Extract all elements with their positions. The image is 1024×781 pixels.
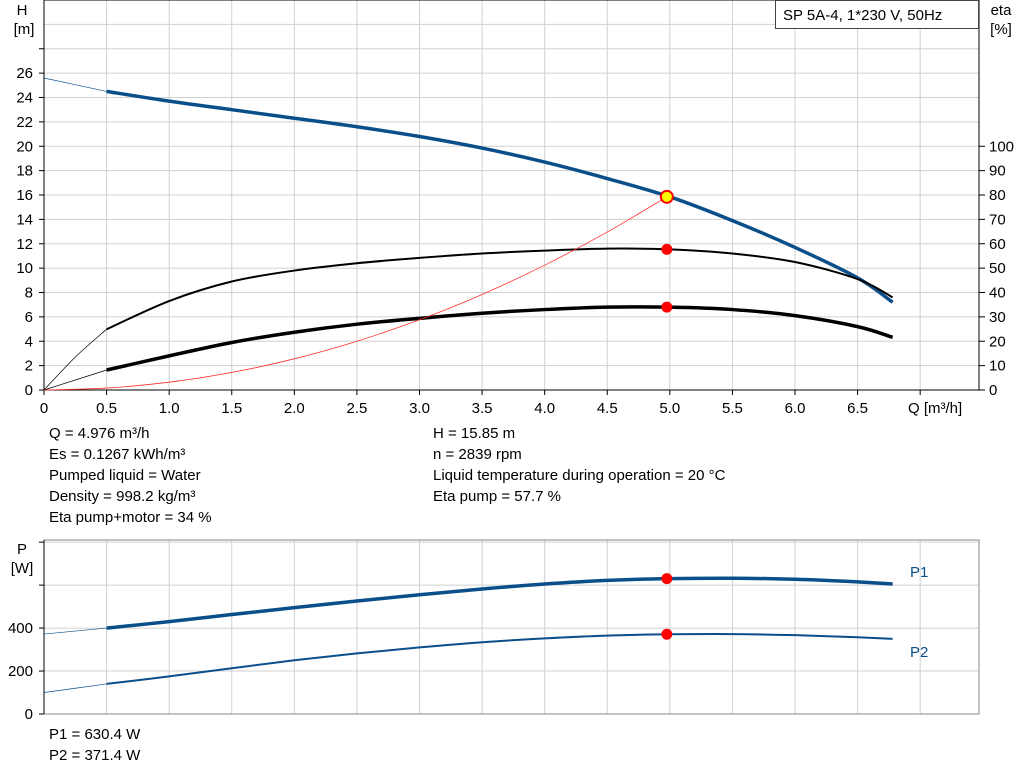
x-tick-label: 6.0 — [785, 400, 806, 417]
y-left-tick-label: 20 — [16, 138, 33, 155]
power-chart-grid — [44, 540, 979, 714]
eta_pump-curve — [106, 247, 894, 331]
y-right-tick-label: 40 — [989, 285, 1006, 302]
P1-curve — [106, 576, 893, 630]
x-tick-label: 3.5 — [472, 400, 493, 417]
system_curve-curve — [43, 196, 668, 391]
duty-point-power — [661, 573, 673, 585]
duty-point-eta — [661, 243, 673, 255]
x-tick-label: 1.5 — [221, 400, 242, 417]
x-tick-label: 2.5 — [346, 400, 367, 417]
eta_pump_motor-curve — [106, 305, 894, 372]
y-right-tick-label: 80 — [989, 187, 1006, 204]
top-chart-grid — [44, 0, 979, 390]
y-right-tick-label: 0 — [989, 382, 997, 399]
p1-value: P1 = 630.4 W — [49, 726, 141, 743]
pumped-liquid-value: Pumped liquid = Water — [49, 467, 201, 484]
plot-frame — [43, 539, 980, 715]
y-left-tick-label: 6 — [25, 309, 33, 326]
y-left-tick-label: 14 — [16, 211, 33, 228]
info-right: H = 15.85 m n = 2839 rpm Liquid temperat… — [433, 423, 725, 507]
power-chart-axes: 0 200 400 P [W] — [8, 539, 980, 723]
y-left-tick-label: 8 — [25, 285, 33, 302]
x-tick-label: 6.5 — [847, 400, 868, 417]
duty-point-head — [659, 189, 674, 204]
y-tick-label: 0 — [25, 706, 33, 723]
duty-point-power — [661, 628, 673, 640]
x-tick-label: 2.0 — [284, 400, 305, 417]
y-left-axis-label: H — [17, 2, 28, 19]
y-right-tick-label: 30 — [989, 309, 1006, 326]
y-right-tick-label: 100 — [989, 138, 1014, 155]
y-left-tick-label: 12 — [16, 236, 33, 253]
power-info: P1 = 630.4 W P2 = 371.4 W — [49, 724, 140, 766]
y-right-tick-label: 20 — [989, 333, 1006, 350]
y-right-tick-label: 90 — [989, 163, 1006, 180]
liquid-temperature-value: Liquid temperature during operation = 20… — [433, 467, 726, 484]
y-left-tick-label: 10 — [16, 260, 33, 277]
y-left-tick-label: 0 — [25, 382, 33, 399]
eta_pump-extension-line — [43, 329, 107, 391]
eta_pump_motor-extension-line — [43, 369, 107, 391]
y-left-tick-label: 2 — [25, 358, 33, 375]
y-right-axis-unit: [%] — [990, 21, 1012, 38]
flow-value: Q = 4.976 m³/h — [49, 425, 150, 442]
y-left-tick-label: 26 — [16, 65, 33, 82]
density-value: Density = 998.2 kg/m³ — [49, 488, 196, 505]
x-tick-label: 1.0 — [159, 400, 180, 417]
y-left-tick-label: 18 — [16, 163, 33, 180]
y-left-tick-label: 22 — [16, 114, 33, 131]
top-chart-axes: 0 0.5 1.0 1.5 2.0 2.5 3.0 3.5 4.0 4.5 5.0 5.5 6.0 6.5… — [14, 0, 1014, 417]
x-tick-label: 0.5 — [96, 400, 117, 417]
P1-series-label: P1 — [910, 564, 928, 581]
info-left: Q = 4.976 m³/h Es = 0.1267 kWh/m³ Pumped… — [49, 423, 212, 528]
y-left-tick-label: 4 — [25, 333, 33, 350]
P2-curve — [106, 633, 893, 685]
y-right-tick-label: 60 — [989, 236, 1006, 253]
chart-title: SP 5A-4, 1*230 V, 50Hz — [783, 7, 942, 24]
y-right-tick-label: 70 — [989, 211, 1006, 228]
p2-value: P2 = 371.4 W — [49, 747, 141, 764]
x-tick-label: 5.0 — [659, 400, 680, 417]
P2-series-label: P2 — [910, 644, 928, 661]
P1-extension-line — [43, 627, 107, 635]
H-extension-line — [43, 77, 107, 92]
y-tick-label: 400 — [8, 620, 33, 637]
x-tick-label: 4.5 — [597, 400, 618, 417]
y-tick-label: 200 — [8, 663, 33, 680]
x-axis-label: Q [m³/h] — [908, 400, 962, 417]
specific-energy-value: Es = 0.1267 kWh/m³ — [49, 446, 186, 463]
speed-value: n = 2839 rpm — [433, 446, 522, 463]
title-box — [775, 0, 979, 29]
eta-pump-value: Eta pump = 57.7 % — [433, 488, 561, 505]
duty-point-eta — [661, 301, 673, 313]
top-chart-series — [43, 77, 894, 391]
head-value: H = 15.85 m — [433, 425, 516, 442]
y-axis-unit: [W] — [11, 560, 34, 577]
y-left-tick-label: 16 — [16, 187, 33, 204]
y-right-axis-label: eta — [991, 2, 1013, 19]
x-tick-label: 4.0 — [534, 400, 555, 417]
x-tick-label: 5.5 — [722, 400, 743, 417]
eta-pump-motor-value: Eta pump+motor = 34 % — [49, 509, 212, 526]
y-right-tick-label: 10 — [989, 358, 1006, 375]
y-right-tick-label: 50 — [989, 260, 1006, 277]
P2-extension-line — [43, 683, 107, 693]
H-curve — [106, 89, 894, 304]
y-axis-label: P — [17, 541, 27, 558]
x-tick-label: 0 — [40, 400, 48, 417]
y-left-tick-label: 24 — [16, 90, 33, 107]
x-tick-label: 3.0 — [409, 400, 430, 417]
y-left-axis-unit: [m] — [14, 21, 35, 38]
power-chart-series: P1 P2 — [43, 564, 928, 693]
